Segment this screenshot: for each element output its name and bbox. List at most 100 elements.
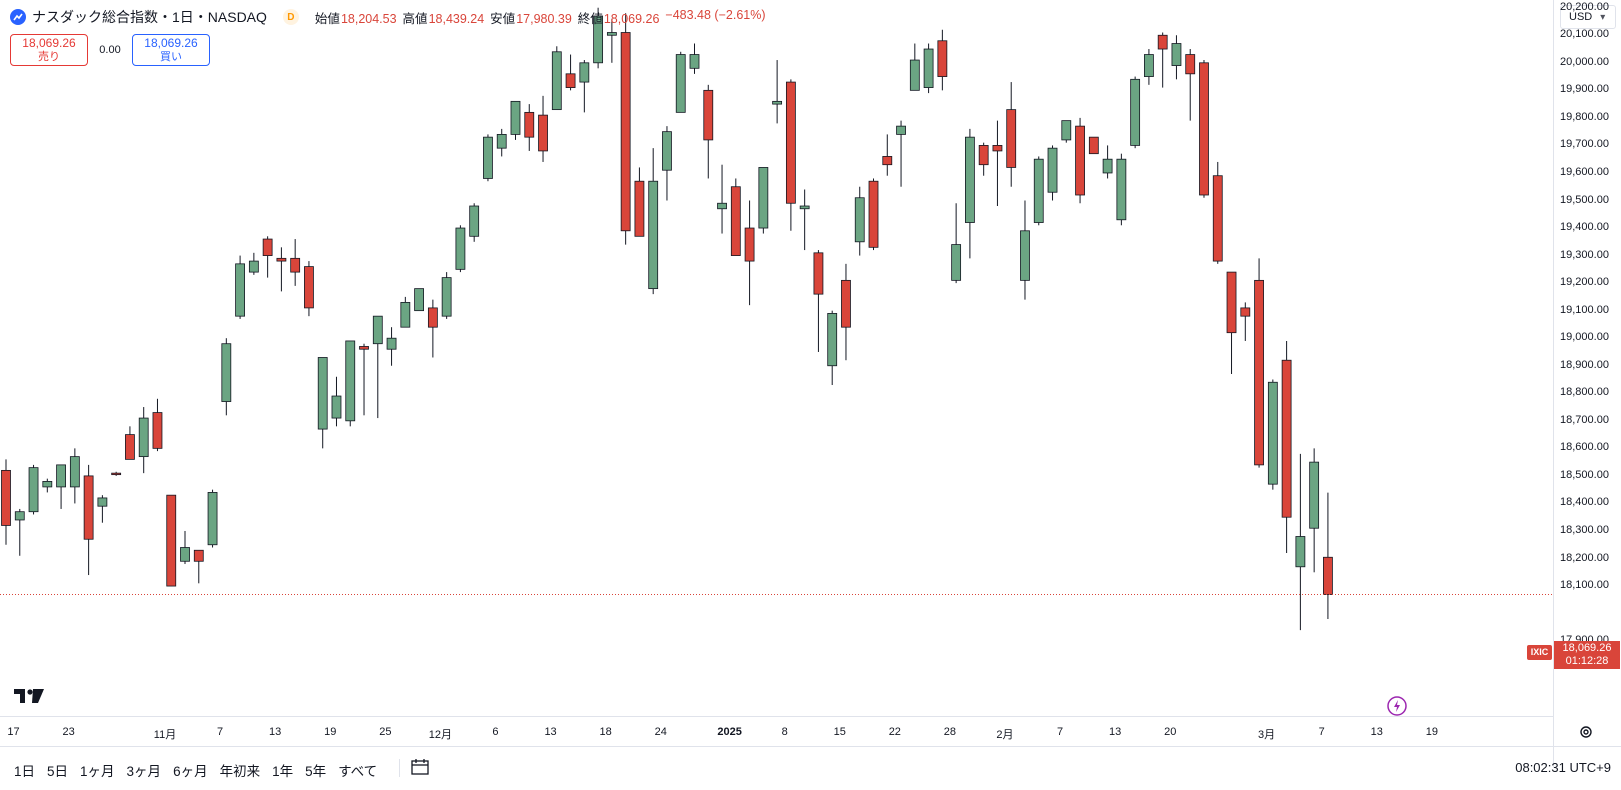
- data-status-badge[interactable]: D: [282, 9, 299, 25]
- currency-button[interactable]: USD ▾: [1560, 5, 1616, 29]
- candle-down[interactable]: [565, 73, 576, 88]
- candle-up[interactable]: [1047, 147, 1058, 193]
- candle-down[interactable]: [882, 156, 893, 166]
- candle-up[interactable]: [923, 48, 934, 88]
- candle-down[interactable]: [1226, 271, 1237, 334]
- candle-down[interactable]: [634, 180, 645, 237]
- candle-down[interactable]: [992, 145, 1003, 152]
- range-button[interactable]: 1年: [272, 764, 294, 779]
- candle-down[interactable]: [868, 180, 879, 248]
- candle-up[interactable]: [180, 547, 190, 562]
- candle-up[interactable]: [469, 205, 480, 237]
- candle-up[interactable]: [1267, 381, 1278, 485]
- candle-down[interactable]: [703, 89, 714, 141]
- candle-up[interactable]: [455, 227, 466, 270]
- candle-down[interactable]: [125, 434, 135, 460]
- candle-up[interactable]: [675, 54, 686, 113]
- candle-up[interactable]: [372, 315, 383, 345]
- candle-up[interactable]: [97, 497, 108, 507]
- candle-down[interactable]: [304, 266, 314, 309]
- range-button[interactable]: 1日: [14, 764, 36, 779]
- candle-up[interactable]: [345, 340, 356, 422]
- settings-icon[interactable]: [1576, 722, 1596, 742]
- candle-up[interactable]: [551, 51, 562, 111]
- candle-up[interactable]: [248, 260, 259, 273]
- candle-down[interactable]: [1240, 307, 1251, 317]
- candle-down[interactable]: [841, 279, 851, 328]
- candle-down[interactable]: [359, 346, 369, 350]
- price-axis[interactable]: 20,200.00 20,100.00 20,000.00 19,900.00 19,8…: [1554, 0, 1621, 716]
- candle-down[interactable]: [290, 257, 301, 273]
- candle-down[interactable]: [978, 145, 989, 166]
- candle-up[interactable]: [1309, 461, 1320, 529]
- candle-up[interactable]: [1102, 158, 1113, 174]
- candle-down[interactable]: [1157, 34, 1168, 50]
- candle-down[interactable]: [524, 111, 535, 138]
- candle-up[interactable]: [138, 417, 149, 458]
- candle-down[interactable]: [1254, 279, 1264, 466]
- candle-up[interactable]: [662, 131, 672, 171]
- candle-down[interactable]: [111, 472, 122, 476]
- candle-up[interactable]: [28, 467, 39, 513]
- candle-up[interactable]: [854, 197, 865, 243]
- range-button[interactable]: 年初来: [219, 764, 261, 779]
- candle-up[interactable]: [717, 202, 727, 210]
- candle-up[interactable]: [56, 464, 66, 488]
- candle-up[interactable]: [909, 59, 920, 91]
- candle-up[interactable]: [331, 395, 342, 419]
- buy-button[interactable]: 18,069.26 買い: [132, 34, 210, 66]
- candle-up[interactable]: [69, 456, 80, 488]
- candle-down[interactable]: [83, 475, 94, 540]
- candle-down[interactable]: [262, 238, 273, 256]
- candle-down[interactable]: [1323, 556, 1333, 595]
- candle-up[interactable]: [799, 205, 810, 210]
- candle-up[interactable]: [772, 100, 783, 105]
- range-button[interactable]: 5年: [305, 764, 327, 779]
- candle-down[interactable]: [193, 549, 204, 562]
- candle-down[interactable]: [152, 412, 163, 449]
- time-axis[interactable]: 17 23 11月 7 13 19 25 12月 6 13 18 24 2025 8 15 22 28 2月 7 13…: [0, 716, 1553, 747]
- candle-up[interactable]: [648, 180, 659, 290]
- candle-down[interactable]: [427, 307, 438, 328]
- candle-up[interactable]: [441, 277, 452, 317]
- tradingview-logo-icon[interactable]: [14, 688, 44, 709]
- candle-up[interactable]: [510, 100, 521, 135]
- candle-up[interactable]: [1144, 54, 1154, 77]
- candle-down[interactable]: [538, 114, 548, 152]
- candle-down[interactable]: [166, 494, 177, 587]
- calendar-range-icon[interactable]: [410, 757, 430, 777]
- candle-down[interactable]: [1199, 62, 1209, 196]
- candle-up[interactable]: [965, 136, 975, 223]
- candle-up[interactable]: [689, 54, 700, 69]
- range-button[interactable]: 3ヶ月: [126, 764, 162, 779]
- candle-up[interactable]: [1020, 230, 1030, 281]
- candle-down[interactable]: [1, 469, 11, 526]
- candle-down[interactable]: [813, 252, 824, 295]
- range-button[interactable]: 5日: [47, 764, 69, 779]
- candle-up[interactable]: [1061, 120, 1072, 141]
- candle-up[interactable]: [1130, 78, 1141, 146]
- candle-up[interactable]: [317, 357, 328, 430]
- candle-down[interactable]: [1088, 136, 1099, 155]
- range-button[interactable]: 1ヶ月: [80, 764, 115, 779]
- candle-down[interactable]: [744, 227, 755, 262]
- candlestick-chart[interactable]: [0, 0, 1553, 716]
- candle-down[interactable]: [937, 40, 948, 77]
- candle-up[interactable]: [827, 313, 838, 367]
- range-button[interactable]: 6ヶ月: [173, 764, 208, 779]
- range-button[interactable]: すべて: [338, 764, 378, 779]
- candle-down[interactable]: [1212, 175, 1223, 262]
- candle-down[interactable]: [1185, 54, 1196, 75]
- candle-up[interactable]: [207, 492, 218, 546]
- candle-up[interactable]: [1033, 158, 1044, 223]
- candle-up[interactable]: [400, 301, 411, 328]
- candle-up[interactable]: [606, 32, 617, 36]
- candle-down[interactable]: [620, 32, 631, 232]
- candle-up[interactable]: [758, 167, 769, 229]
- candle-up[interactable]: [593, 15, 604, 64]
- candle-up[interactable]: [896, 125, 906, 135]
- candle-up[interactable]: [386, 337, 397, 350]
- symbol-title[interactable]: ナスダック総合指数・1日・NASDAQ: [32, 9, 267, 25]
- candle-up[interactable]: [221, 343, 232, 402]
- candle-up[interactable]: [951, 244, 962, 281]
